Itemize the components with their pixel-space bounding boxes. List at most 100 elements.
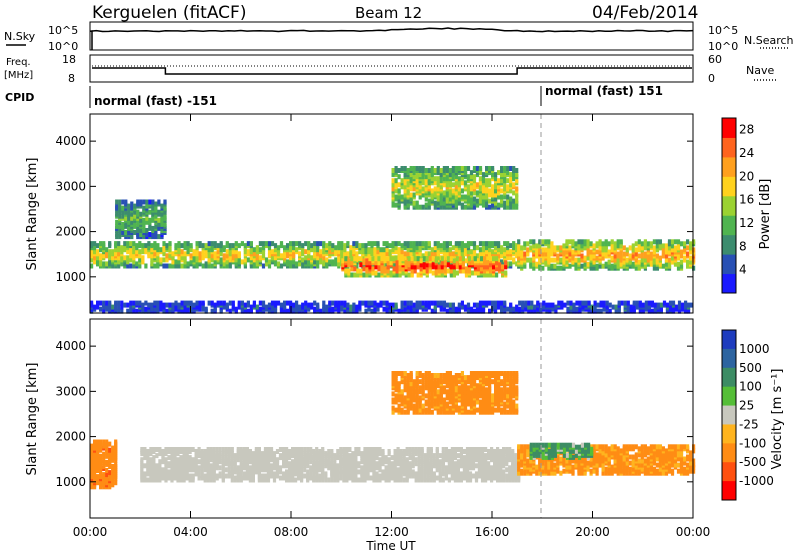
velocity-cell (105, 472, 109, 478)
power-cell (117, 241, 121, 247)
power-cell (120, 261, 124, 267)
power-cell (133, 223, 137, 229)
power-cell (667, 245, 672, 251)
power-colorbar-segment (722, 215, 736, 236)
velocity-cell (149, 447, 153, 452)
power-cell (500, 194, 504, 200)
velocity-cell (487, 461, 491, 467)
power-cell (442, 176, 446, 182)
power-cell (325, 308, 329, 314)
power-cell (418, 251, 422, 257)
velocity-cell (239, 473, 243, 479)
power-cell (560, 300, 564, 306)
power-cell (548, 302, 552, 308)
power-cell (580, 239, 584, 245)
power-cell (512, 182, 516, 188)
power-cell (655, 253, 659, 259)
velocity-cell (429, 447, 433, 452)
power-cell (159, 257, 163, 263)
power-cell (141, 247, 145, 253)
power-cell (434, 264, 438, 270)
power-cell (443, 266, 447, 272)
velocity-cell (155, 463, 159, 469)
power-cell (102, 308, 106, 314)
power-cell (261, 263, 266, 269)
power-cell (159, 304, 163, 310)
power-cell (295, 247, 299, 253)
power-colorbar-segment (722, 234, 736, 255)
velocity-cell (403, 409, 407, 415)
power-cell (500, 300, 504, 306)
power-cell (578, 306, 582, 312)
power-y-axis-label: Slant Range [km] (25, 158, 40, 271)
power-cell (439, 243, 443, 249)
power-cell (228, 243, 232, 249)
power-cell (364, 249, 368, 255)
power-cell (130, 234, 134, 240)
power-cell (177, 241, 181, 247)
power-cell (397, 198, 401, 204)
power-cell (542, 300, 546, 306)
power-cell (150, 243, 154, 249)
power-cell (391, 308, 395, 314)
power-cell (454, 306, 458, 312)
power-cell (255, 245, 259, 251)
power-cell (349, 304, 353, 310)
power-cell (150, 302, 154, 308)
power-cell (433, 200, 437, 206)
power-cell (424, 251, 428, 257)
power-cell (108, 241, 112, 247)
velocity-cell (300, 463, 304, 469)
power-cell (687, 308, 691, 314)
power-cell (118, 203, 122, 209)
velocity-cell (242, 447, 246, 452)
power-cell (162, 263, 166, 269)
power-cell (541, 257, 545, 263)
power-cell (638, 308, 642, 314)
power-cell (452, 268, 456, 274)
power-cell (649, 251, 653, 257)
power-cell (283, 253, 287, 259)
power-cell (650, 308, 654, 314)
power-cell (433, 180, 437, 186)
power-cell (111, 249, 115, 255)
velocity-cell (333, 461, 337, 467)
power-cell (556, 245, 560, 251)
velocity-cell (158, 451, 162, 457)
power-cell (595, 249, 599, 255)
power-cell (670, 259, 675, 265)
velocity-cell (351, 451, 355, 457)
power-cell (626, 308, 630, 314)
power-cell (204, 243, 208, 249)
velocity-cell (508, 447, 512, 452)
power-cell (472, 174, 477, 180)
power-cell (613, 263, 617, 269)
power-cell (430, 170, 434, 176)
power-colorbar-tick: 20 (739, 169, 754, 183)
power-cell (449, 268, 453, 274)
velocity-cell (411, 453, 415, 459)
velocity-cell (309, 447, 313, 452)
velocity-cell (275, 473, 280, 479)
power-cell (689, 245, 693, 251)
power-cell (340, 249, 344, 255)
power-cell (547, 249, 551, 255)
power-cell (210, 308, 214, 314)
power-cell (373, 300, 377, 306)
power-cell (448, 247, 452, 253)
velocity-cell (514, 457, 518, 463)
velocity-cell (438, 469, 442, 475)
power-cell (575, 300, 579, 306)
power-cell (455, 270, 459, 276)
power-cell (183, 255, 187, 261)
power-colorbar-label: Power [dB] (758, 179, 773, 250)
power-cell (286, 300, 290, 306)
power-cell (448, 172, 452, 178)
power-cell (563, 302, 567, 308)
power-cell (568, 257, 572, 263)
power-cell (605, 300, 609, 306)
power-cell (479, 256, 484, 262)
power-cell (359, 262, 363, 268)
velocity-cell (477, 457, 482, 463)
